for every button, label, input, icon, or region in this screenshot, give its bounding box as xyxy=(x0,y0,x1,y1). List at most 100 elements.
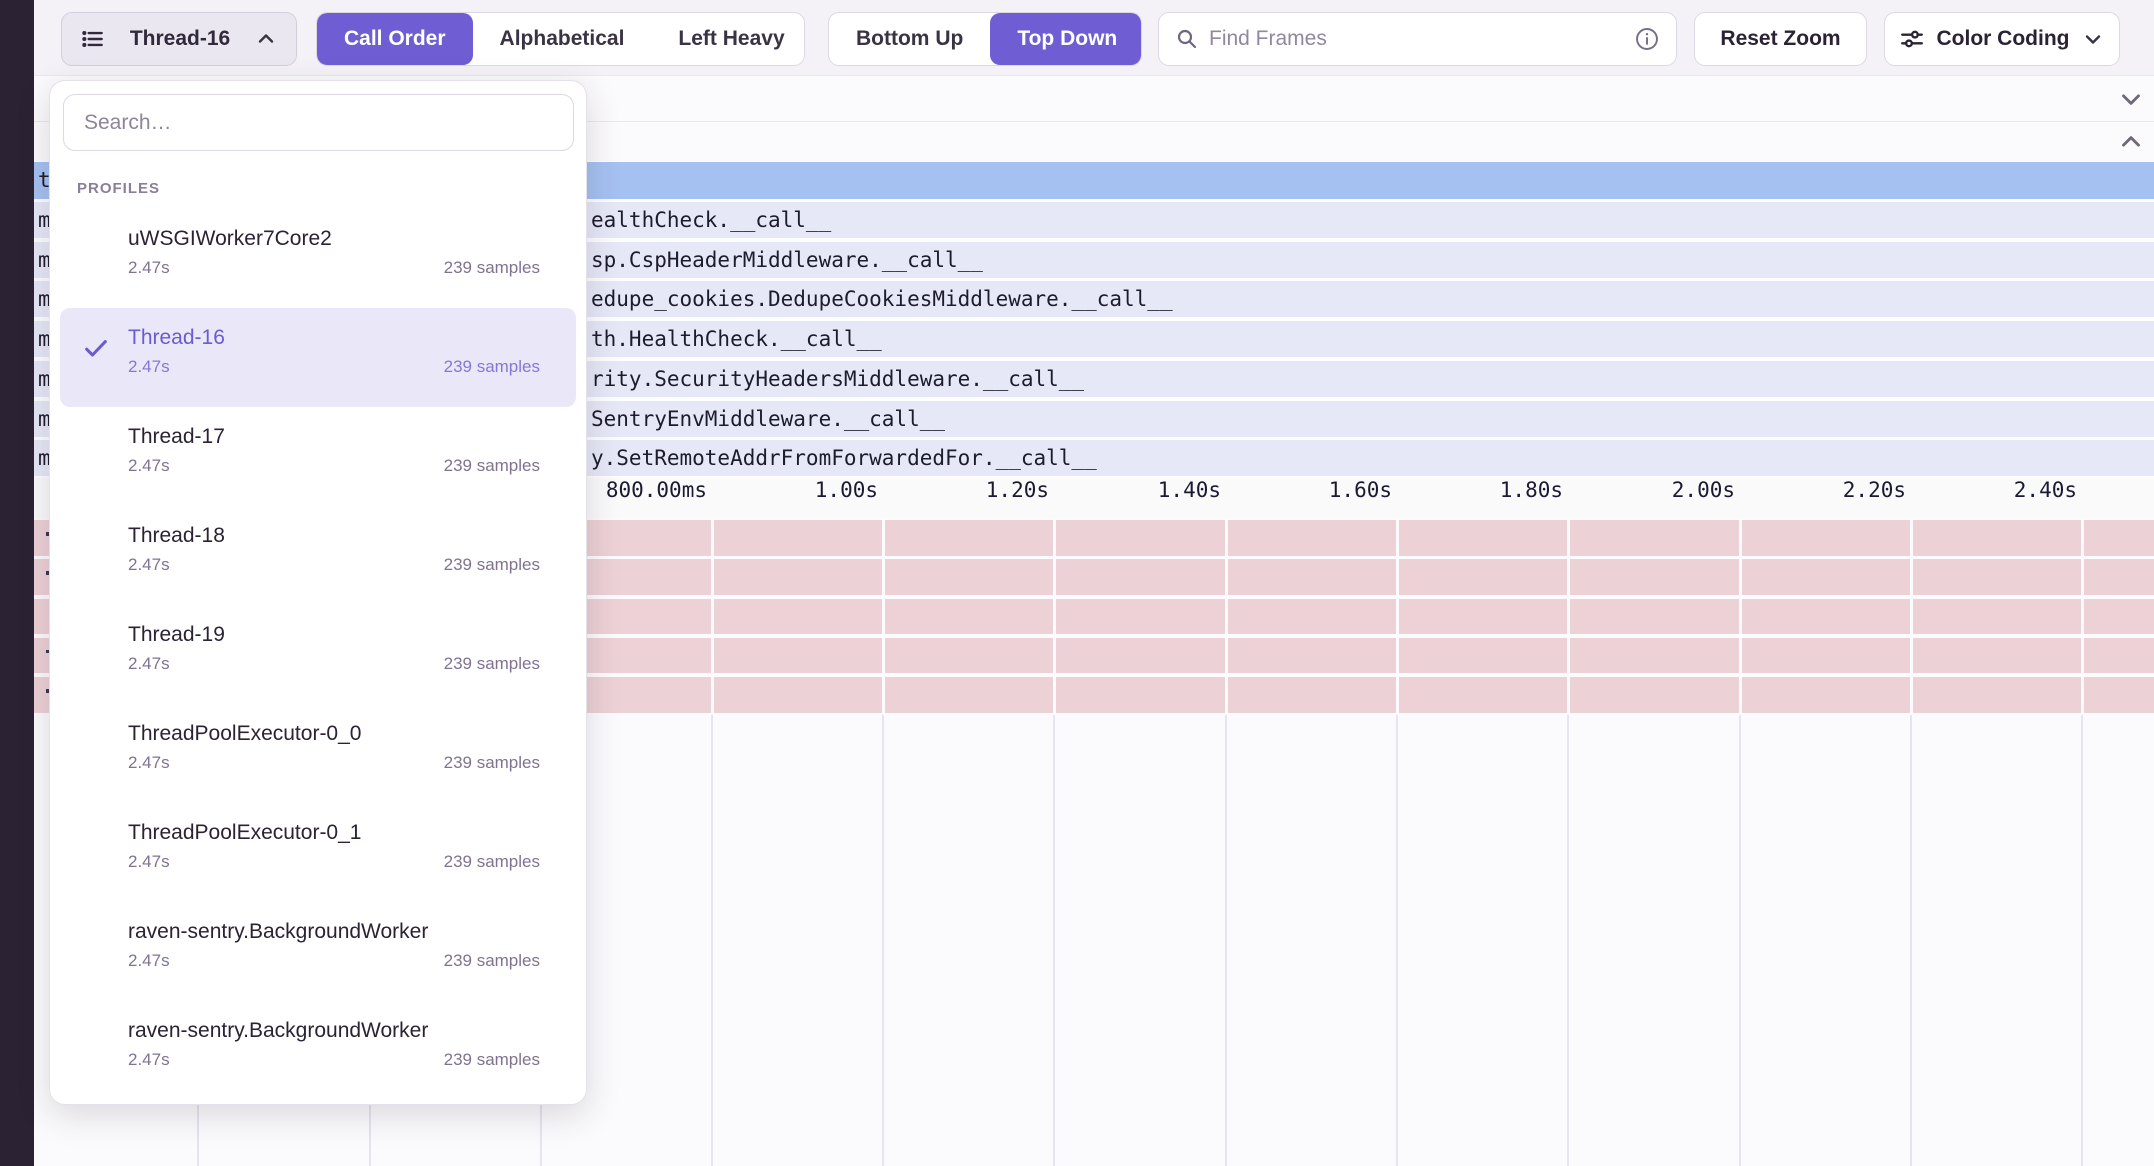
profile-item[interactable]: raven-sentry.BackgroundWorker 2.47s 239 sa… xyxy=(60,902,576,1001)
grid-line xyxy=(882,518,885,715)
frame-edge-fragment: m xyxy=(38,406,51,431)
profile-item[interactable]: ThreadPoolExecutor-0_1 2.47s 239 samples xyxy=(60,803,576,902)
time-axis-label: 2.40s xyxy=(2013,478,2077,502)
grid-line xyxy=(1396,518,1399,715)
profile-duration: 2.47s xyxy=(128,1050,170,1069)
profile-item[interactable]: Thread-16 2.47s 239 samples xyxy=(60,308,576,407)
check-icon xyxy=(82,334,110,362)
frame-label: edupe_cookies.DedupeCookiesMiddleware.__… xyxy=(591,287,1173,312)
sort-control: Call Order Alphabetical Left Heavy xyxy=(316,12,805,66)
frame-edge-fragment: t xyxy=(38,168,51,192)
profile-samples: 239 samples xyxy=(443,852,540,871)
collapse-section-chevron-up-icon[interactable] xyxy=(2116,127,2146,157)
direction-control: Bottom Up Top Down xyxy=(828,12,1142,66)
profile-duration: 2.47s xyxy=(128,951,170,970)
time-axis-label: 1.20s xyxy=(985,478,1049,502)
grid-line xyxy=(1739,518,1742,715)
list-icon xyxy=(80,26,106,52)
profile-item[interactable]: Thread-19 2.47s 239 samples xyxy=(60,605,576,704)
direction-top-down-button[interactable]: Top Down xyxy=(990,13,1141,65)
grid-line xyxy=(1053,715,1055,1166)
time-axis-label: 1.00s xyxy=(814,478,878,502)
profile-duration: 2.47s xyxy=(128,753,170,772)
frame-edge-fragment: m xyxy=(38,208,51,232)
thread-selector-button[interactable]: Thread-16 xyxy=(61,12,297,66)
profile-item[interactable]: raven-sentry.BackgroundWorker 2.47s 239 sa… xyxy=(60,1001,576,1100)
profiles-list: uWSGIWorker7Core2 2.47s 239 samples Thread-… xyxy=(50,209,586,1100)
profile-item[interactable]: uWSGIWorker7Core2 2.47s 239 samples xyxy=(60,209,576,308)
profile-item[interactable]: ThreadPoolExecutor-0_0 2.47s 239 samples xyxy=(60,704,576,803)
profile-samples: 239 samples xyxy=(443,951,540,970)
profile-duration: 2.47s xyxy=(128,258,170,277)
profile-item[interactable]: Thread-18 2.47s 239 samples xyxy=(60,506,576,605)
profile-name: ThreadPoolExecutor-0_0 xyxy=(128,722,362,745)
frame-edge-fragment: m xyxy=(38,446,51,471)
profile-name: Thread-18 xyxy=(128,524,225,547)
profile-samples: 239 samples xyxy=(443,1050,540,1069)
frame-label: y.SetRemoteAddrFromForwardedFor.__call__ xyxy=(591,446,1097,471)
profile-duration: 2.47s xyxy=(128,357,170,376)
grid-line xyxy=(2081,518,2084,715)
grid-line xyxy=(1739,715,1741,1166)
frame-edge-fragment: m xyxy=(38,366,51,391)
grid-line xyxy=(1567,518,1570,715)
chevron-down-icon xyxy=(2081,27,2105,51)
profile-name: ThreadPoolExecutor-0_1 xyxy=(128,821,362,844)
profile-name: Thread-16 xyxy=(128,326,225,349)
collapse-section-chevron-down-icon[interactable] xyxy=(2116,84,2146,114)
find-frames-input[interactable] xyxy=(1209,27,1624,51)
profile-name: Thread-19 xyxy=(128,623,225,646)
profile-name: raven-sentry.BackgroundWorker xyxy=(128,920,429,943)
chevron-up-icon xyxy=(254,27,278,51)
profile-name: uWSGIWorker7Core2 xyxy=(128,227,332,250)
frame-label: rity.SecurityHeadersMiddleware.__call__ xyxy=(591,366,1085,391)
left-sidebar-strip xyxy=(0,0,34,1166)
frame-edge-fragment: m xyxy=(38,327,51,352)
grid-line xyxy=(1396,715,1398,1166)
time-axis-label: 800.00ms xyxy=(605,478,707,502)
profiles-search-input[interactable] xyxy=(63,94,574,151)
profile-name: raven-sentry.BackgroundWorker xyxy=(128,1019,429,1042)
profile-samples: 239 samples xyxy=(443,555,540,574)
profile-samples: 239 samples xyxy=(443,258,540,277)
profile-duration: 2.47s xyxy=(128,555,170,574)
profiles-section-label: PROFILES xyxy=(77,180,161,197)
frame-label: SentryEnvMiddleware.__call__ xyxy=(591,406,946,431)
grid-line xyxy=(1567,715,1569,1166)
info-icon[interactable] xyxy=(1634,26,1660,52)
time-axis-label: 1.40s xyxy=(1157,478,1221,502)
profile-samples: 239 samples xyxy=(443,654,540,673)
profile-duration: 2.47s xyxy=(128,852,170,871)
color-coding-button[interactable]: Color Coding xyxy=(1884,12,2120,66)
search-icon xyxy=(1175,27,1199,51)
sort-call-order-button[interactable]: Call Order xyxy=(317,13,473,65)
grid-line xyxy=(1225,715,1227,1166)
grid-line xyxy=(1910,715,1912,1166)
grid-line xyxy=(711,518,714,715)
sort-alphabetical-button[interactable]: Alphabetical xyxy=(473,13,652,65)
grid-line xyxy=(1225,518,1228,715)
frame-label: ealthCheck.__call__ xyxy=(591,208,832,232)
thread-selector-label: Thread-16 xyxy=(129,27,231,50)
grid-line xyxy=(711,715,713,1166)
profile-item[interactable]: Thread-17 2.47s 239 samples xyxy=(60,407,576,506)
time-axis-label: 1.80s xyxy=(1499,478,1563,502)
profile-duration: 2.47s xyxy=(128,456,170,475)
sort-left-heavy-button[interactable]: Left Heavy xyxy=(651,13,804,65)
grid-line xyxy=(1053,518,1056,715)
frame-edge-fragment: m xyxy=(38,287,51,312)
profile-samples: 239 samples xyxy=(443,357,540,376)
profile-name: Thread-17 xyxy=(128,425,225,448)
profile-duration: 2.47s xyxy=(128,654,170,673)
frame-edge-fragment: m xyxy=(38,247,51,272)
reset-zoom-button[interactable]: Reset Zoom xyxy=(1694,12,1867,66)
direction-bottom-up-button[interactable]: Bottom Up xyxy=(829,13,990,65)
sliders-icon xyxy=(1899,26,1925,52)
time-axis-label: 2.20s xyxy=(1842,478,1906,502)
profiles-dropdown-panel: PROFILES uWSGIWorker7Core2 2.47s 239 sampl… xyxy=(49,80,587,1105)
profile-samples: 239 samples xyxy=(443,456,540,475)
frame-label: th.HealthCheck.__call__ xyxy=(591,327,882,352)
time-axis-label: 2.00s xyxy=(1671,478,1735,502)
grid-line xyxy=(882,715,884,1166)
grid-line xyxy=(2081,715,2083,1166)
